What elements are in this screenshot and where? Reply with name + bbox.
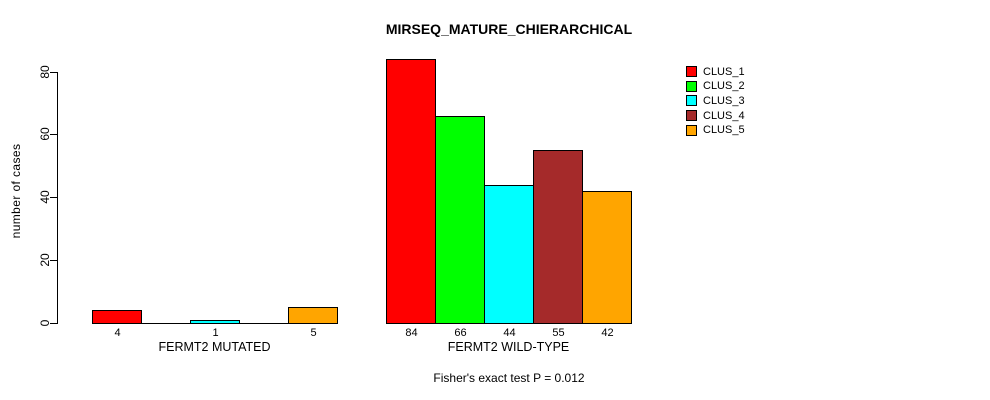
bar-clus_1-group1	[92, 310, 142, 324]
y-tick-mark	[50, 323, 57, 324]
bar-clus_5-group2	[582, 191, 632, 324]
y-tick-label: 60	[38, 127, 52, 141]
bar-value-label: 1	[212, 327, 219, 339]
legend-swatch-clus_1	[686, 66, 697, 77]
y-axis-line	[57, 72, 58, 324]
zero-height-bar-clus_4	[239, 323, 289, 324]
bar-clus_3-group2	[484, 185, 534, 324]
legend-label: CLUS_5	[703, 124, 745, 137]
fisher-test-annotation: Fisher's exact test P = 0.012	[433, 371, 585, 385]
legend-row: CLUS_5	[686, 124, 745, 137]
bar-value-label: 4	[114, 327, 121, 339]
bar-value-label: 84	[405, 327, 418, 339]
bar-value-label: 55	[552, 327, 565, 339]
y-tick-mark	[50, 260, 57, 261]
legend-swatch-clus_3	[686, 95, 697, 107]
legend-label: CLUS_2	[703, 80, 745, 93]
y-tick-mark	[50, 72, 57, 73]
legend: CLUS_1 CLUS_2 CLUS_3 CLUS_4 CLUS_5	[686, 65, 786, 141]
y-tick-label: 20	[38, 253, 52, 267]
legend-label: CLUS_3	[703, 94, 745, 107]
y-tick-mark	[50, 197, 57, 198]
legend-label: CLUS_1	[703, 65, 745, 78]
x-group-label-fermt2-wild-type: FERMT2 WILD-TYPE	[447, 340, 570, 354]
bar-value-label: 44	[503, 327, 516, 339]
legend-row: CLUS_2	[686, 80, 745, 93]
bar-clus_5-group1	[288, 307, 338, 324]
y-tick-mark	[50, 134, 57, 135]
legend-swatch-clus_5	[686, 124, 697, 136]
legend-row: CLUS_4	[686, 109, 745, 122]
y-tick-label: 0	[38, 319, 52, 327]
legend-row: CLUS_3	[686, 94, 745, 107]
chart-title: MIRSEQ_MATURE_CHIERARCHICAL	[385, 21, 633, 37]
bar-clus_2-group2	[435, 116, 485, 324]
bar-value-label: 66	[454, 327, 467, 339]
bar-clus_4-group2	[533, 150, 583, 324]
x-group-label-fermt2-mutated: FERMT2 MUTATED	[158, 340, 271, 354]
zero-height-bar-clus_2	[141, 323, 191, 324]
bar-value-label: 5	[310, 327, 317, 339]
y-tick-label: 40	[38, 190, 52, 204]
legend-row: CLUS_1	[686, 65, 745, 78]
legend-swatch-clus_4	[686, 110, 697, 122]
legend-label: CLUS_4	[703, 109, 745, 122]
bar-value-label: 42	[601, 327, 614, 339]
legend-swatch-clus_2	[686, 80, 697, 92]
bar-clus_3-group1	[190, 320, 240, 324]
y-tick-label: 80	[38, 65, 52, 79]
bar-clus_1-group2	[386, 59, 436, 324]
